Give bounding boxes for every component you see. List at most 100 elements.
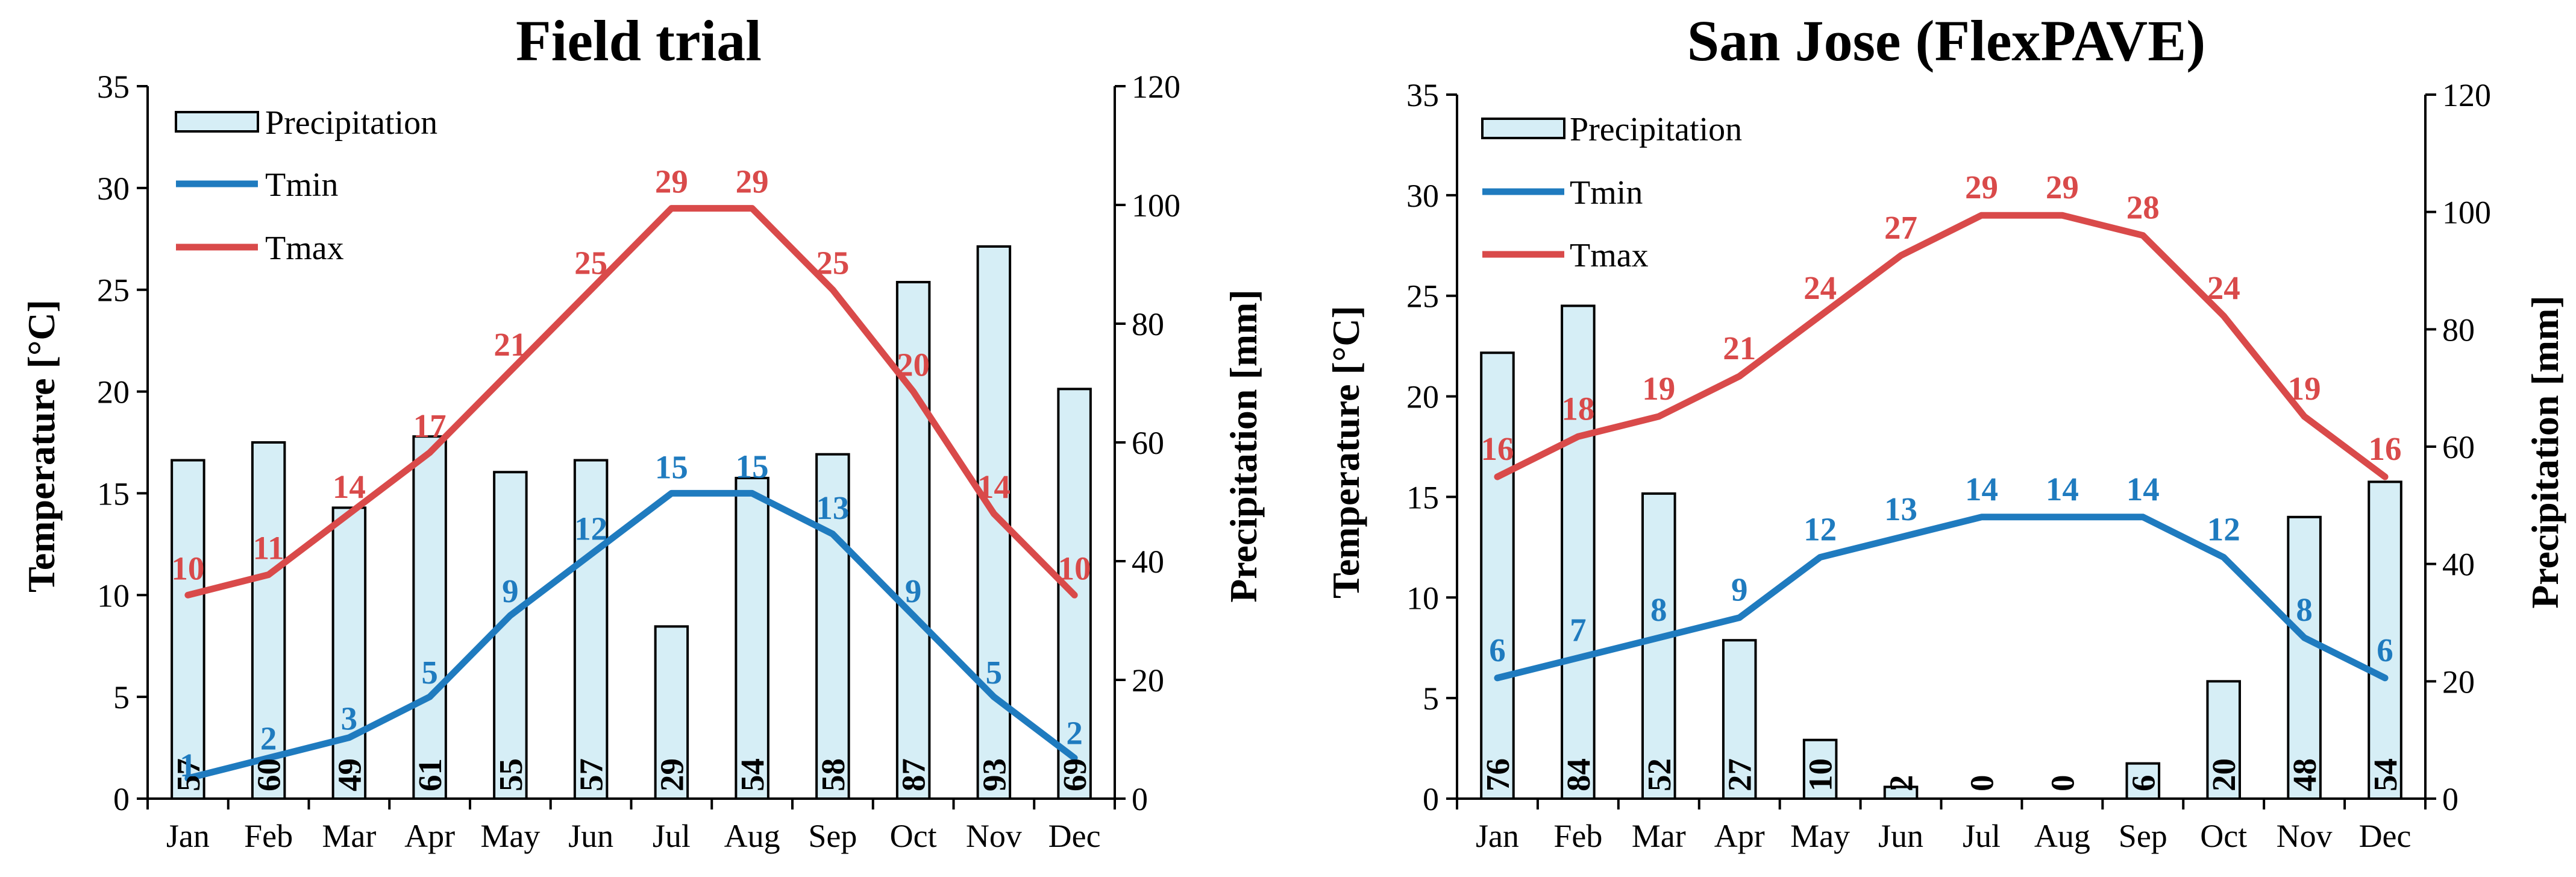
precipitation-series <box>171 245 1092 800</box>
precipitation-data-label: 6 <box>2125 775 2161 792</box>
tmax-data-label: 28 <box>2126 189 2160 226</box>
precipitation-data-label: 69 <box>1056 758 1093 791</box>
precipitation-bar <box>1480 351 1515 800</box>
tmax-data-label: 29 <box>2046 169 2079 206</box>
left-tick-label: 10 <box>1406 580 1439 616</box>
left-tick-label: 5 <box>113 679 130 715</box>
tmin-data-label: 12 <box>2207 511 2240 548</box>
precipitation-data-label: 27 <box>1722 758 1758 791</box>
right-tick-label: 100 <box>2442 195 2491 231</box>
x-tick-label: Nov <box>2277 818 2333 854</box>
legend-tmin-label: Tmin <box>265 166 338 204</box>
precipitation-bar <box>412 435 447 800</box>
precipitation-data-label: 61 <box>412 758 448 791</box>
chart-title: Field trial <box>516 8 762 73</box>
left-tick-label: 0 <box>113 781 130 817</box>
precipitation-data-label: 60 <box>251 758 287 791</box>
legend-precipitation-label: Precipitation <box>265 104 437 142</box>
precipitation-bar <box>331 506 367 800</box>
x-tick-label: Feb <box>244 818 293 854</box>
precipitation-data-label: 49 <box>331 758 368 791</box>
tmax-data-label: 24 <box>1804 269 1837 306</box>
precipitation-data-label: 55 <box>492 758 529 791</box>
x-tick-label: Oct <box>2200 818 2247 854</box>
x-tick-label: Oct <box>890 818 937 854</box>
x-tick-label: Jul <box>1963 818 2001 854</box>
right-tick-label: 0 <box>2442 781 2458 817</box>
right-axis-label: Precipitation [mm] <box>1222 289 1265 603</box>
precipitation-data-label: 0 <box>1963 775 2000 792</box>
x-tick-label: Sep <box>2119 818 2167 854</box>
left-tick-label: 0 <box>1423 781 1439 817</box>
precipitation-bar <box>654 625 689 800</box>
chart-san-jose: San Jose (FlexPAVE) Temperature [°C] Pre… <box>1324 8 2566 854</box>
tmin-data-label: 12 <box>574 511 607 547</box>
legend-precipitation-label: Precipitation <box>1570 111 1742 148</box>
tmax-labels: 16 18 19 21 24 27 29 29 28 24 19 16 <box>1481 169 2401 467</box>
tmin-data-label: 9 <box>1731 571 1748 608</box>
left-tick-label: 25 <box>1406 278 1439 315</box>
x-tick-label: Mar <box>322 818 376 854</box>
x-tick-label: Dec <box>2359 818 2411 854</box>
precipitation-bar <box>171 459 205 800</box>
x-tick-label: Feb <box>1553 818 1602 854</box>
precipitation-bar <box>251 441 286 800</box>
tmax-data-label: 29 <box>655 163 688 200</box>
precipitation-bar <box>895 281 931 800</box>
left-tick-label: 5 <box>1423 681 1439 717</box>
right-tick-label: 80 <box>1132 306 1164 342</box>
precipitation-data-label: 87 <box>895 758 932 791</box>
tmin-data-label: 14 <box>2046 471 2079 508</box>
left-tick-label: 20 <box>97 374 130 410</box>
tmin-data-label: 6 <box>1489 632 1506 668</box>
right-tick-label: 20 <box>1132 662 1164 699</box>
tmax-data-label: 24 <box>2207 269 2240 306</box>
tmax-data-label: 29 <box>736 163 769 200</box>
precipitation-bar <box>815 453 850 800</box>
x-tick-label: Aug <box>2034 818 2090 854</box>
right-tick-label: 120 <box>2442 77 2491 113</box>
right-tick-label: 40 <box>2442 547 2475 583</box>
left-tick-label: 35 <box>97 69 130 105</box>
precipitation-labels: 76 84 52 27 10 2 0 0 6 20 48 54 <box>1479 758 2404 791</box>
precipitation-data-label: 20 <box>2205 758 2242 791</box>
left-axis-label: Temperature [°C] <box>20 300 63 593</box>
tmin-data-label: 5 <box>986 654 1003 691</box>
precipitation-bar <box>573 459 609 800</box>
tmin-data-label: 2 <box>260 720 277 756</box>
precipitation-data-label: 2 <box>1883 775 1920 792</box>
x-tick-label: Apr <box>404 818 455 854</box>
precipitation-bar <box>2287 515 2322 800</box>
tmin-data-label: 6 <box>2377 632 2393 668</box>
x-tick-label: Jan <box>166 818 210 854</box>
tmax-data-label: 27 <box>1884 209 1917 246</box>
x-tick-label: Jun <box>568 818 613 854</box>
tmin-data-label: 9 <box>905 573 922 609</box>
chart-title: San Jose (FlexPAVE) <box>1687 8 2205 73</box>
right-tick-label: 20 <box>2442 664 2475 700</box>
precipitation-data-label: 76 <box>1479 758 1516 791</box>
tmax-labels: 10 11 14 17 21 25 29 29 25 20 14 10 <box>171 163 1091 587</box>
left-tick-label: 15 <box>97 476 130 512</box>
tmin-data-label: 8 <box>2296 591 2313 628</box>
precipitation-data-label: 84 <box>1560 758 1597 791</box>
precipitation-data-label: 48 <box>2286 758 2323 791</box>
x-tick-label: May <box>1790 818 1850 854</box>
tmax-data-label: 11 <box>253 530 284 567</box>
precipitation-data-label: 54 <box>734 758 771 791</box>
tmin-data-label: 15 <box>736 448 769 485</box>
tmax-data-label: 25 <box>816 245 849 281</box>
x-tick-label: Mar <box>1632 818 1686 854</box>
tmax-data-label: 29 <box>1965 169 1998 206</box>
tmin-data-label: 8 <box>1650 591 1667 628</box>
tmax-data-label: 10 <box>171 550 204 586</box>
x-tick-label: May <box>480 818 540 854</box>
right-tick-label: 60 <box>2442 429 2475 465</box>
legend-precipitation-swatch <box>1481 118 1565 139</box>
precipitation-data-label: 52 <box>1641 758 1678 791</box>
legend-tmin-label: Tmin <box>1570 174 1643 212</box>
tmin-data-label: 12 <box>1804 511 1837 548</box>
tmin-data-label: 2 <box>1066 714 1083 751</box>
